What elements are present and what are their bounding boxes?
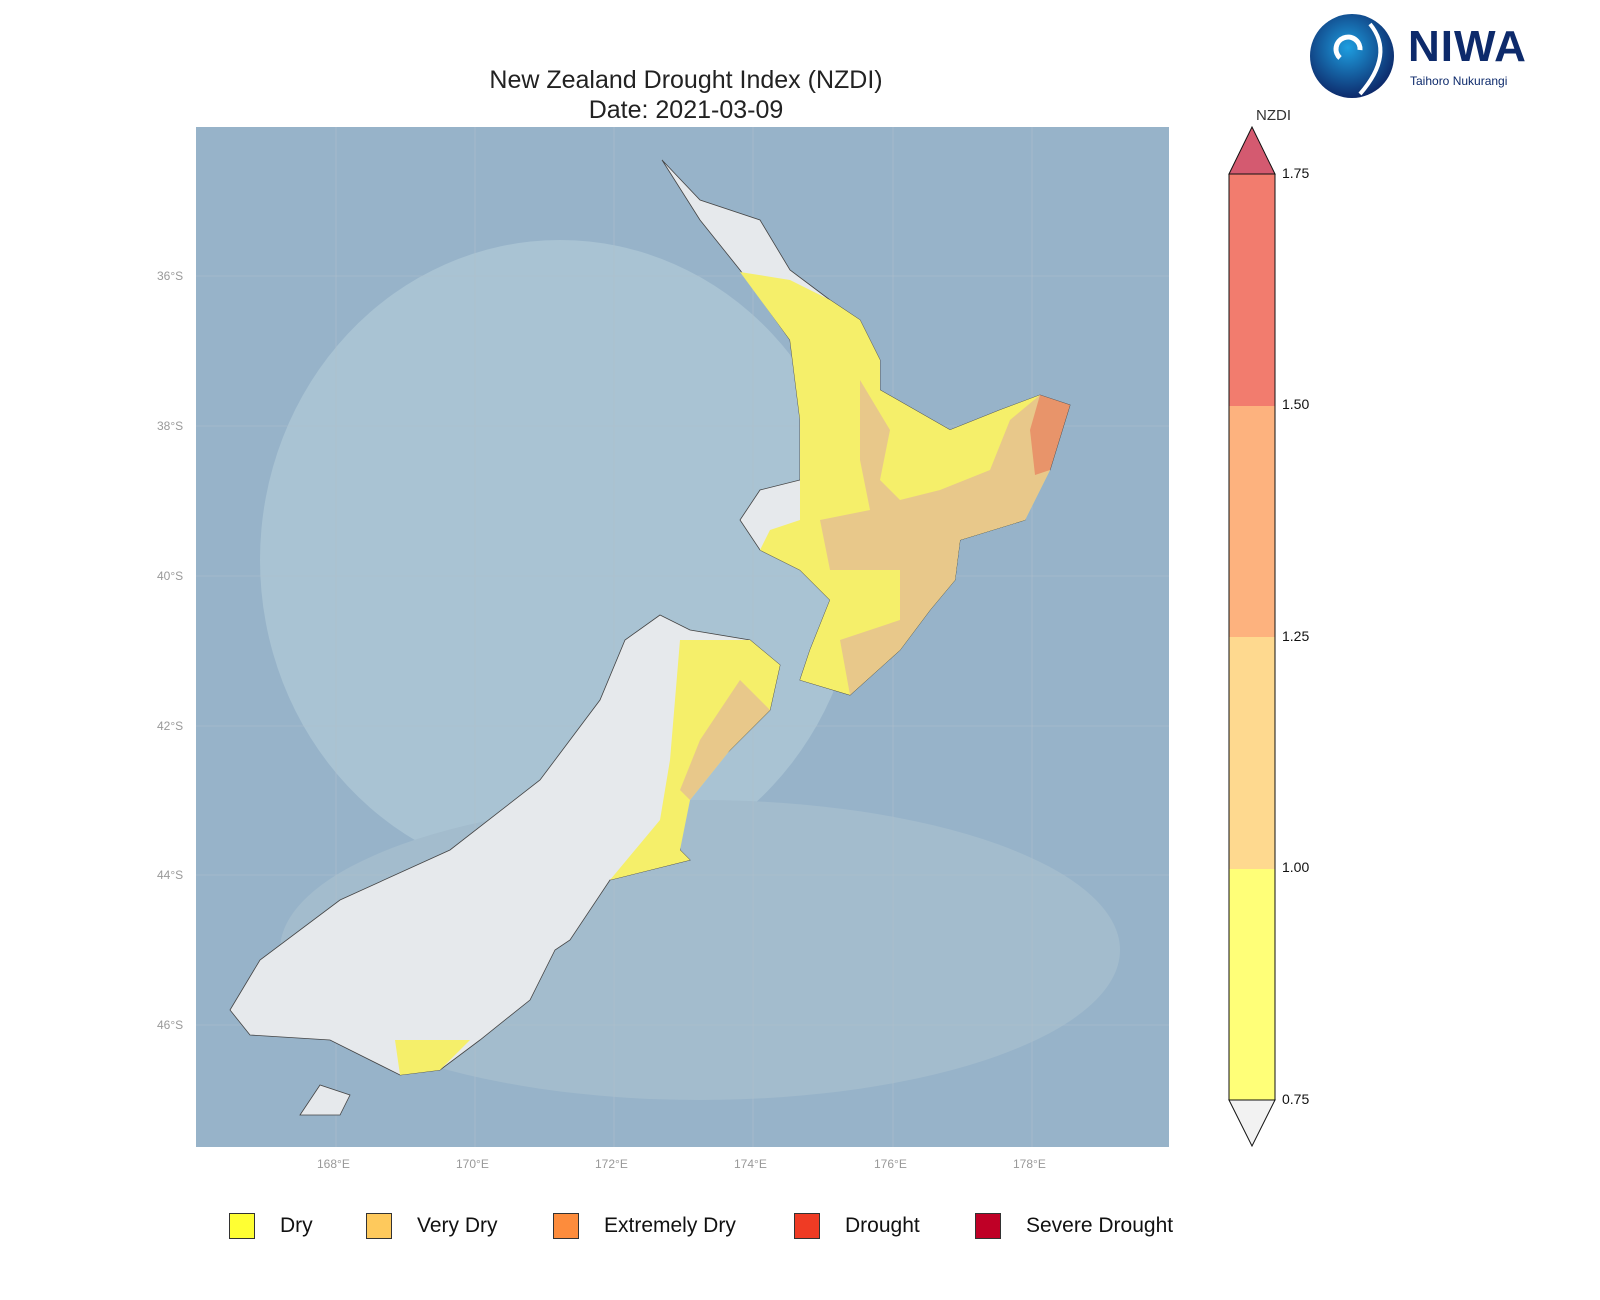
colorbar-segment [1229,637,1275,869]
map-area [196,127,1169,1147]
dry-region-north [740,272,1050,695]
niwa-tagline: Taihoro Nukurangi [1410,74,1508,88]
legend-label: Dry [280,1214,313,1237]
lon-label: 176°E [874,1157,907,1171]
lat-label: 38°S [157,419,184,433]
legend-label: Very Dry [417,1214,498,1237]
legend-item-severe-drought: Severe Drought [975,1213,1173,1239]
dry-region-southland [395,1040,470,1075]
legend-swatch [975,1213,1001,1239]
niwa-logo: NIWA Taihoro Nukurangi [1310,14,1550,105]
legend-item-dry: Dry [229,1213,313,1239]
niwa-swirl-icon [1310,14,1394,98]
legend-label: Extremely Dry [604,1214,736,1237]
colorbar-segment [1229,406,1275,637]
niwa-logo-text: NIWA [1408,22,1527,71]
map-date: Date: 2021-03-09 [588,96,784,124]
legend-swatch [794,1213,820,1239]
colorbar-under-triangle [1228,1099,1276,1148]
lon-label: 170°E [456,1157,489,1171]
colorbar [1228,126,1276,1148]
lat-label: 42°S [157,719,184,733]
lon-label: 172°E [595,1157,628,1171]
lat-label: 40°S [157,569,184,583]
lon-label: 178°E [1013,1157,1046,1171]
colorbar-segment [1229,174,1275,406]
stewart-island [299,1084,351,1116]
colorbar-tick: 1.00 [1282,859,1310,875]
extremely-dry-region [1030,395,1070,475]
legend-swatch [229,1213,255,1239]
lat-label: 44°S [157,868,184,882]
colorbar-label: NZDI [1256,107,1291,124]
legend-item-extremely-dry: Extremely Dry [553,1213,736,1239]
very-dry-region-north [820,380,1050,695]
very-dry-region-south [680,680,770,800]
legend-label: Severe Drought [1026,1214,1174,1237]
lon-label: 168°E [317,1157,350,1171]
colorbar-over-triangle [1228,126,1276,175]
colorbar-segment [1229,869,1275,1100]
colorbar-tick: 1.50 [1282,396,1310,412]
lat-label: 36°S [157,269,184,283]
legend-label: Drought [845,1214,920,1237]
colorbar-tick: 1.75 [1282,165,1310,181]
map-title: New Zealand Drought Index (NZDI) [489,66,883,94]
colorbar-tick: 1.25 [1282,628,1310,644]
lon-label: 174°E [734,1157,767,1171]
legend-item-drought: Drought [794,1213,920,1239]
colorbar-tick: 0.75 [1282,1091,1310,1107]
lat-label: 46°S [157,1018,184,1032]
legend-swatch [553,1213,579,1239]
legend-swatch [366,1213,392,1239]
legend-item-very-dry: Very Dry [366,1213,498,1239]
